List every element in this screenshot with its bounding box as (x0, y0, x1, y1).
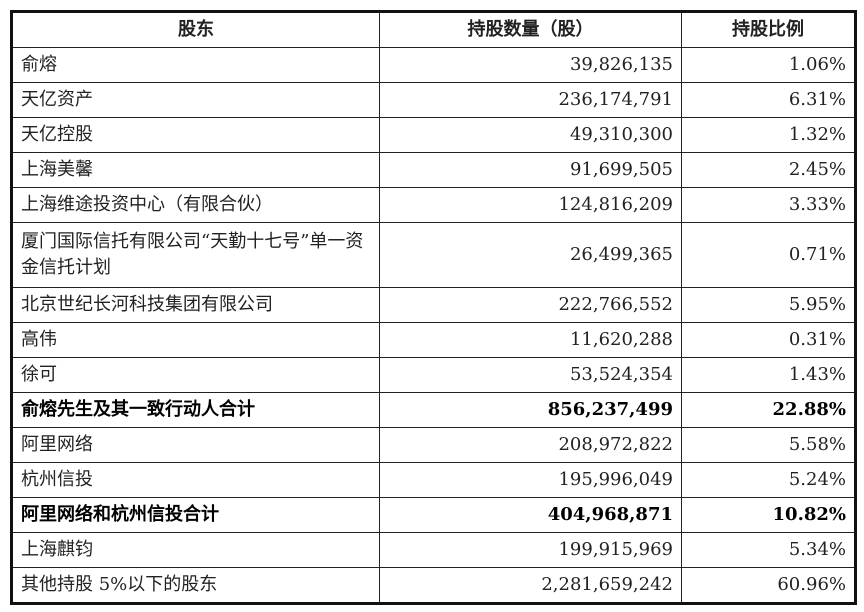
ratio-cell: 0.31% (681, 322, 856, 358)
table-row: 厦门国际信托有限公司“天勤十七号”单一资金信托计划 26,499,365 0.71% (11, 222, 856, 288)
shares-cell: 222,766,552 (379, 287, 682, 323)
ratio-cell: 0.71% (681, 222, 856, 288)
table-row: 徐可 53,524,354 1.43% (11, 357, 856, 393)
ratio-cell: 1.43% (681, 357, 856, 393)
shareholder-name-cell: 上海美馨 (11, 152, 380, 188)
ratio-cell: 2.45% (681, 152, 856, 188)
shareholder-name-cell: 天亿控股 (11, 117, 380, 153)
ratio-cell: 10.82% (681, 497, 856, 533)
shareholder-name-cell: 厦门国际信托有限公司“天勤十七号”单一资金信托计划 (11, 222, 380, 288)
table-row: 上海麒钧 199,915,969 5.34% (11, 532, 856, 568)
shares-cell: 11,620,288 (379, 322, 682, 358)
shares-cell: 199,915,969 (379, 532, 682, 568)
shares-cell: 91,699,505 (379, 152, 682, 188)
shares-cell: 53,524,354 (379, 357, 682, 393)
table-row: 天亿控股 49,310,300 1.32% (11, 117, 856, 153)
ratio-cell: 6.31% (681, 82, 856, 118)
table-row: 杭州信投 195,996,049 5.24% (11, 462, 856, 498)
table-row: 其他持股 5%以下的股东 2,281,659,242 60.96% (11, 567, 856, 604)
shareholder-table: 股东 持股数量（股） 持股比例 俞熔 39,826,135 1.06% 天亿资产 236… (10, 10, 857, 605)
table-row: 俞熔 39,826,135 1.06% (11, 47, 856, 83)
shares-cell: 208,972,822 (379, 427, 682, 463)
header-ratio: 持股比例 (681, 11, 856, 48)
table-row: 北京世纪长河科技集团有限公司 222,766,552 5.95% (11, 287, 856, 323)
header-row: 股东 持股数量（股） 持股比例 (11, 11, 856, 48)
ratio-cell: 60.96% (681, 567, 856, 604)
header-shareholder: 股东 (11, 11, 380, 48)
ratio-cell: 1.06% (681, 47, 856, 83)
shares-cell: 2,281,659,242 (379, 567, 682, 604)
table-row: 上海维途投资中心（有限合伙） 124,816,209 3.33% (11, 187, 856, 223)
ratio-cell: 5.24% (681, 462, 856, 498)
shareholder-name-cell: 天亿资产 (11, 82, 380, 118)
ratio-cell: 22.88% (681, 392, 856, 428)
shares-cell: 124,816,209 (379, 187, 682, 223)
ratio-cell: 5.58% (681, 427, 856, 463)
shares-cell: 856,237,499 (379, 392, 682, 428)
shareholder-name-cell: 阿里网络 (11, 427, 380, 463)
header-shares: 持股数量（股） (379, 11, 682, 48)
shares-cell: 404,968,871 (379, 497, 682, 533)
table-body: 俞熔 39,826,135 1.06% 天亿资产 236,174,791 6.31% 天亿控… (11, 47, 856, 604)
shares-cell: 26,499,365 (379, 222, 682, 288)
shareholder-name-cell: 上海维途投资中心（有限合伙） (11, 187, 380, 223)
shareholder-name-cell: 高伟 (11, 322, 380, 358)
ratio-cell: 3.33% (681, 187, 856, 223)
shares-cell: 49,310,300 (379, 117, 682, 153)
table-row-total: 俞熔先生及其一致行动人合计 856,237,499 22.88% (11, 392, 856, 428)
shares-cell: 39,826,135 (379, 47, 682, 83)
ratio-cell: 5.34% (681, 532, 856, 568)
shares-cell: 195,996,049 (379, 462, 682, 498)
ratio-cell: 5.95% (681, 287, 856, 323)
table-row: 高伟 11,620,288 0.31% (11, 322, 856, 358)
shareholder-name-cell: 其他持股 5%以下的股东 (11, 567, 380, 604)
ratio-cell: 1.32% (681, 117, 856, 153)
shareholder-name-cell: 俞熔先生及其一致行动人合计 (11, 392, 380, 428)
table-row: 上海美馨 91,699,505 2.45% (11, 152, 856, 188)
table-row: 天亿资产 236,174,791 6.31% (11, 82, 856, 118)
shareholder-name-cell: 北京世纪长河科技集团有限公司 (11, 287, 380, 323)
shareholder-name-cell: 徐可 (11, 357, 380, 393)
shareholder-name-cell: 杭州信投 (11, 462, 380, 498)
shareholder-name-cell: 阿里网络和杭州信投合计 (11, 497, 380, 533)
shareholder-name-cell: 俞熔 (11, 47, 380, 83)
table-row: 阿里网络 208,972,822 5.58% (11, 427, 856, 463)
table-row-total: 阿里网络和杭州信投合计 404,968,871 10.82% (11, 497, 856, 533)
shares-cell: 236,174,791 (379, 82, 682, 118)
shareholder-name-cell: 上海麒钧 (11, 532, 380, 568)
